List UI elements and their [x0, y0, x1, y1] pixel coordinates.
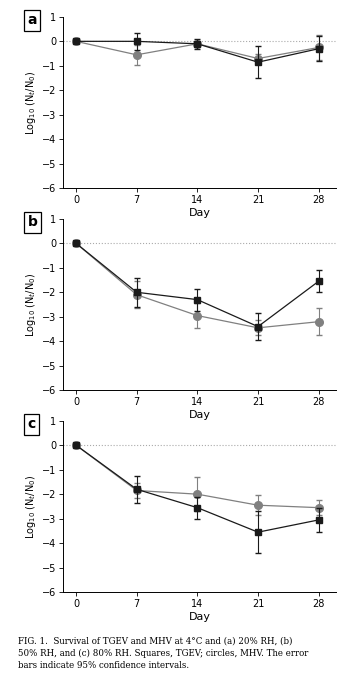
Text: a: a — [28, 13, 37, 28]
Text: b: b — [28, 215, 37, 229]
X-axis label: Day: Day — [189, 208, 210, 218]
X-axis label: Day: Day — [189, 612, 210, 622]
Y-axis label: Log$_{10}$ (N$_t$/N$_0$): Log$_{10}$ (N$_t$/N$_0$) — [23, 273, 37, 336]
Y-axis label: Log$_{10}$ (N$_t$/N$_0$): Log$_{10}$ (N$_t$/N$_0$) — [23, 71, 37, 135]
Text: c: c — [28, 417, 36, 431]
Y-axis label: Log$_{10}$ (N$_t$/N$_0$): Log$_{10}$ (N$_t$/N$_0$) — [23, 474, 37, 538]
X-axis label: Day: Day — [189, 410, 210, 420]
Text: FIG. 1.  Survival of TGEV and MHV at 4°C and (a) 20% RH, (b)
50% RH, and (c) 80%: FIG. 1. Survival of TGEV and MHV at 4°C … — [18, 637, 308, 670]
